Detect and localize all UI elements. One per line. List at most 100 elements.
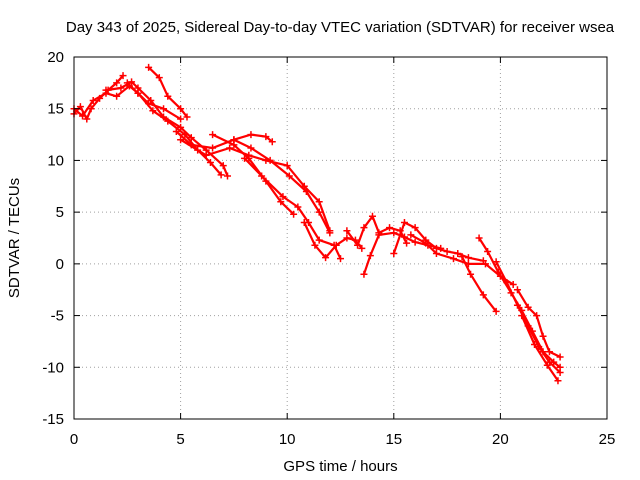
data-point-marker: [247, 131, 255, 139]
data-point-marker: [554, 377, 562, 385]
data-point-marker: [375, 231, 383, 239]
data-point-marker: [543, 361, 551, 369]
axis-ticks: 0 5 10 15 20 25 -15 -10 -5 0 5 10 15 20: [42, 49, 615, 448]
data-point-marker: [464, 254, 472, 262]
data-point-marker: [386, 224, 394, 232]
data-point-marker: [407, 231, 415, 239]
data-point-marker: [322, 254, 330, 262]
x-tick-label: 20: [492, 431, 509, 448]
data-point-marker: [454, 250, 462, 258]
data-point-marker: [285, 172, 293, 180]
data-point-marker: [230, 136, 238, 144]
y-tick-label: -5: [51, 308, 64, 325]
data-point-marker: [209, 144, 217, 152]
data-point-marker: [366, 252, 374, 260]
data-point-marker: [475, 234, 483, 242]
data-point-marker: [149, 107, 157, 115]
series-line: [179, 138, 331, 232]
chart-title: Day 343 of 2025, Sidereal Day-to-day VTE…: [66, 19, 615, 36]
data-point-marker: [524, 303, 532, 311]
data-point-marker: [183, 113, 191, 121]
series-track-12: [343, 212, 411, 249]
data-point-marker: [518, 312, 526, 320]
data-point-marker: [294, 203, 302, 211]
data-point-marker: [89, 96, 97, 104]
data-point-marker: [155, 74, 163, 82]
data-point-marker: [262, 133, 270, 141]
data-point-marker: [217, 171, 225, 179]
data-point-marker: [432, 250, 440, 258]
series-line: [243, 157, 342, 260]
data-point-marker: [76, 103, 84, 111]
data-point-marker: [83, 115, 91, 123]
y-axis-title: SDTVAR / TECUs: [6, 178, 23, 298]
series-line: [362, 231, 442, 276]
data-point-marker: [360, 270, 368, 278]
data-point-marker: [145, 63, 153, 71]
series-track-19: [513, 286, 564, 361]
x-tick-label: 10: [279, 431, 296, 448]
data-point-marker: [172, 127, 180, 135]
data-point-marker: [503, 278, 511, 286]
data-point-marker: [360, 224, 368, 232]
series-track-13: [360, 229, 445, 278]
data-point-marker: [390, 250, 398, 258]
data-point-marker: [311, 241, 319, 249]
data-point-marker: [326, 229, 334, 237]
x-axis-title: GPS time / hours: [283, 458, 397, 475]
data-point-marker: [533, 312, 541, 320]
data-point-marker: [545, 348, 553, 356]
data-point-marker: [358, 244, 366, 252]
x-tick-label: 0: [70, 431, 78, 448]
data-point-marker: [241, 154, 249, 162]
data-point-marker: [315, 198, 323, 206]
x-tick-label: 5: [176, 431, 184, 448]
data-point-marker: [539, 332, 547, 340]
data-point-marker: [449, 255, 457, 263]
series-line: [460, 255, 498, 313]
data-point-marker: [411, 224, 419, 232]
data-point-marker: [484, 247, 492, 255]
y-tick-label: 0: [56, 256, 64, 273]
data-point-marker: [343, 234, 351, 242]
x-tick-label: 15: [385, 431, 402, 448]
series-track-20: [518, 312, 562, 385]
data-point-marker: [266, 156, 274, 164]
data-point-marker: [479, 291, 487, 299]
series-track-5: [145, 63, 191, 121]
data-point-marker: [492, 258, 500, 266]
data-point-marker: [443, 247, 451, 255]
data-point-marker: [268, 138, 276, 146]
data-point-marker: [119, 72, 127, 80]
data-point-marker: [332, 241, 340, 249]
data-point-marker: [279, 193, 287, 201]
data-point-marker: [160, 105, 168, 113]
data-point-marker: [117, 84, 125, 92]
series-line: [495, 260, 562, 374]
data-point-marker: [219, 162, 227, 170]
data-point-marker: [411, 238, 419, 246]
y-tick-label: -10: [42, 359, 64, 376]
plot-frame: [73, 56, 608, 420]
data-point-marker: [315, 208, 323, 216]
data-point-marker: [206, 158, 214, 166]
data-point-marker: [390, 229, 398, 237]
data-point-marker: [302, 187, 310, 195]
y-tick-label: 10: [47, 152, 64, 169]
data-point-marker: [113, 92, 121, 100]
data-point-marker: [509, 281, 517, 289]
data-point-marker: [403, 239, 411, 247]
data-point-marker: [113, 79, 121, 87]
x-tick-label: 25: [599, 431, 616, 448]
data-point-marker: [164, 92, 172, 100]
data-point-marker: [354, 241, 362, 249]
data-point-marker: [79, 112, 87, 120]
data-point-marker: [467, 270, 475, 278]
data-point-marker: [531, 341, 539, 349]
data-point-marker: [247, 144, 255, 152]
data-point-marker: [177, 123, 185, 131]
data-point-marker: [513, 286, 521, 294]
data-point-marker: [283, 162, 291, 170]
data-point-marker: [128, 78, 136, 86]
